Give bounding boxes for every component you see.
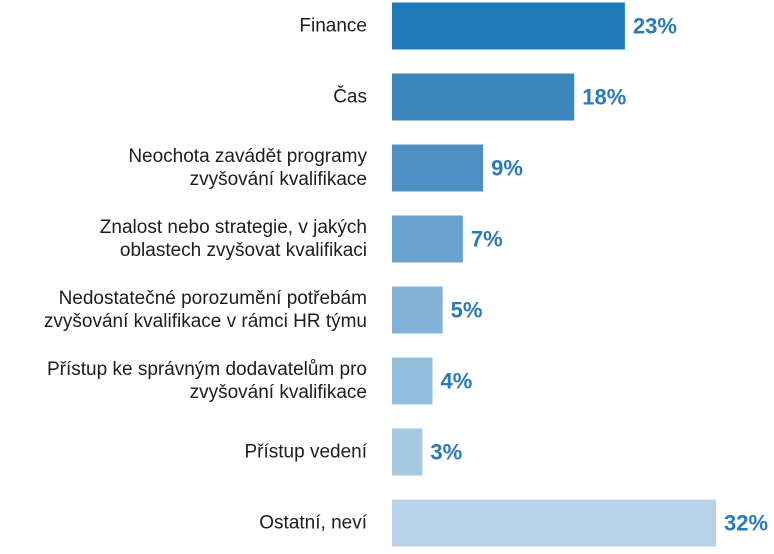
category-label-3-line-1: Neochota zavádět programy: [128, 146, 367, 167]
category-label-3-line-2: zvyšování kvalifikace: [190, 169, 367, 190]
bar-2: [392, 73, 575, 121]
category-label-6-line-2: zvyšování kvalifikace: [190, 382, 367, 403]
value-label-1: 23%: [633, 14, 677, 39]
category-label-2: Čas: [333, 86, 367, 108]
bar-4: [392, 215, 463, 263]
category-label-4-line-1: Znalost nebo strategie, v jakých: [100, 217, 367, 238]
value-label-3: 9%: [491, 156, 523, 181]
value-label-7: 3%: [430, 440, 462, 465]
category-label-7: Přístup vedení: [244, 442, 367, 463]
category-label-6-line-1: Přístup ke správným dodavatelům pro: [47, 359, 367, 380]
category-label-8: Ostatní, neví: [259, 513, 367, 534]
value-label-8: 32%: [724, 511, 768, 536]
bar-6: [392, 357, 433, 405]
category-label-4-line-2: oblastech zvyšovat kvalifikaci: [120, 240, 367, 261]
category-label-5-line-2: zvyšování kvalifikace v rámci HR týmu: [44, 311, 367, 332]
bar-1: [392, 2, 625, 50]
value-label-4: 7%: [471, 227, 503, 252]
bar-5: [392, 286, 443, 334]
bar-7: [392, 428, 423, 476]
category-label-5-line-1: Nedostatečné porozumění potřebám: [59, 288, 367, 309]
value-label-5: 5%: [451, 298, 483, 323]
value-label-6: 4%: [441, 369, 473, 394]
category-label-1: Finance: [299, 16, 367, 37]
value-label-2: 18%: [582, 85, 626, 110]
bar-8: [392, 499, 716, 547]
bar-3: [392, 144, 484, 192]
